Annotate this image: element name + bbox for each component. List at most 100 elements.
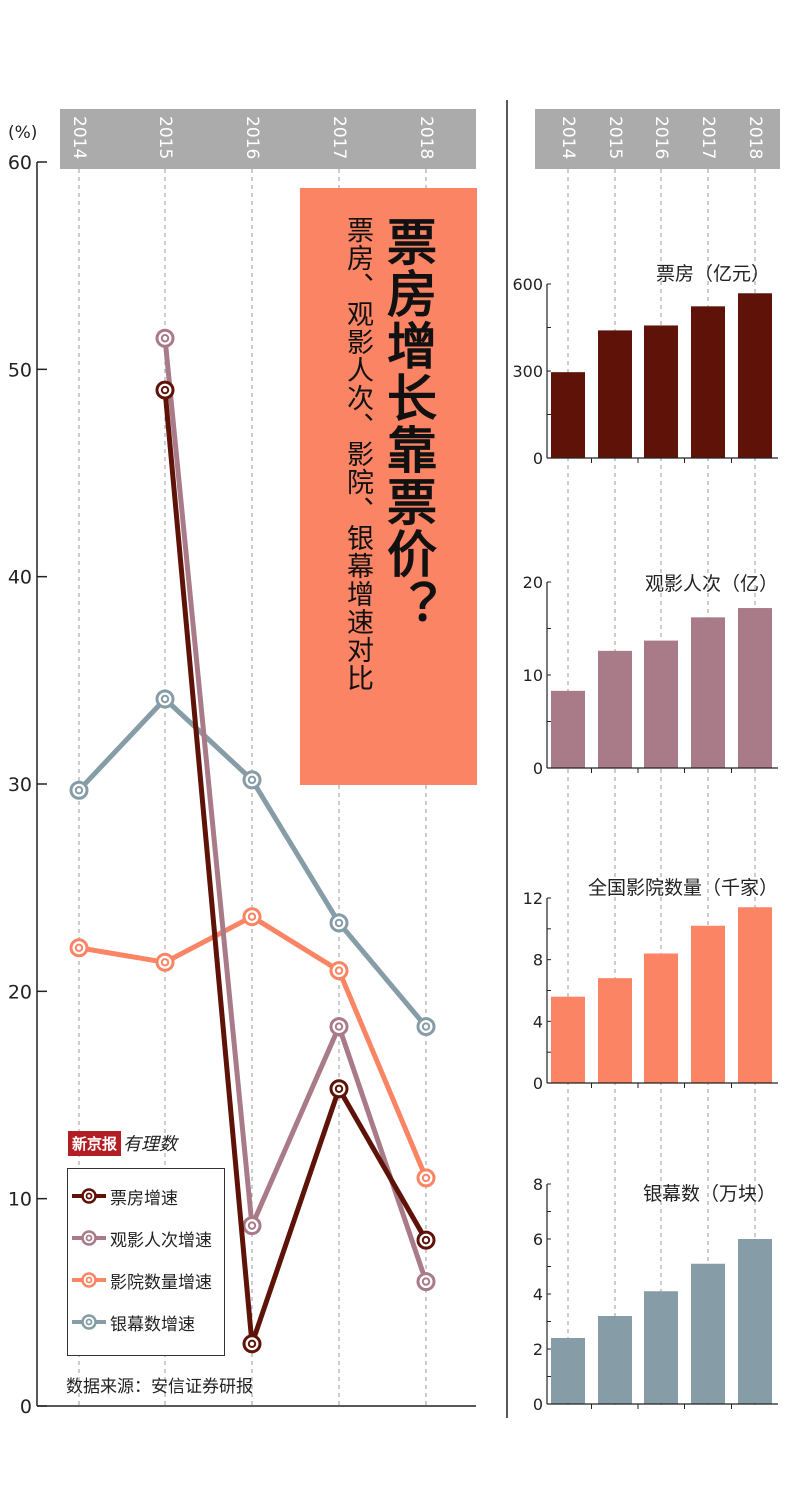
y-tick-label: 10 [523,666,543,685]
data-point-inner [74,943,84,952]
y-tick-label: 30 [8,774,32,796]
legend-item-cinemas: 影院数量增速 [72,1265,212,1295]
logo-column: 有理数 [123,1134,178,1155]
panel-title: 观影人次（亿） [645,573,778,595]
data-point [329,1017,349,1037]
x-tick-label: 2016 [651,116,671,159]
y-tick-label: 0 [533,759,543,778]
bar [644,1291,678,1404]
bar [598,650,632,768]
bar [598,1316,632,1404]
legend-swatch-box-office [72,1188,106,1204]
bar [644,640,678,768]
y-tick-label: 0 [20,1396,32,1418]
bar [598,330,632,458]
y-tick-label: 2 [533,1340,543,1359]
x-tick-label: 2017 [698,116,718,159]
y-tick-label: 12 [523,889,543,908]
y-tick-label: 40 [8,567,32,589]
growth-line-chart: 2014 2015 2016 2017 2018 (%) 0 10 20 30 40 50 60 [8,109,476,1418]
year-header-band [60,109,476,169]
bar [644,325,678,458]
bar [551,996,585,1083]
legend-swatch-screens [72,1314,106,1330]
x-tick-label: 2015 [605,116,625,159]
data-point [416,1017,436,1037]
data-point [155,689,175,709]
data-point-inner [160,385,170,395]
y-tick-label: 50 [8,359,32,381]
y-tick-label: 8 [533,951,543,970]
bar [551,372,585,458]
bar [691,1263,725,1404]
data-point [416,1272,436,1292]
bar-panel: 0 4 8 12 全国影院数量（千家） [523,877,778,1093]
data-point-inner [160,694,170,704]
y-tick-label: 20 [523,573,543,592]
legend-swatch-cinemas [72,1272,106,1288]
x-tick-label: 2015 [155,116,175,159]
data-point-inner [160,958,170,967]
y-tick-label: 10 [8,1189,32,1211]
y-tick-label: 20 [8,981,32,1003]
bar [738,1239,772,1404]
data-point-inner [247,1221,257,1230]
legend-label: 银幕数增速 [110,1314,195,1335]
logo-newspaper: 新京报 [68,1130,122,1156]
data-point [416,1230,436,1250]
bar [644,953,678,1083]
x-tick-label: 2014 [558,116,578,159]
x-tick-label: 2018 [745,116,765,159]
bar [738,907,772,1083]
data-point [416,1168,436,1188]
data-point [155,952,175,972]
data-point [329,1079,349,1099]
data-point [69,780,89,800]
subtitle: 票房、观影人次、影院、银幕增速对比 [342,216,373,692]
y-tick-label: 8 [533,1175,543,1194]
y-axis-unit: (%) [8,123,37,143]
y-tick-label: 0 [533,1395,543,1414]
series-line [162,389,429,1347]
legend-item-box-office: 票房增速 [72,1181,178,1211]
data-point [242,770,262,790]
bar-panel: 0 10 20 观影人次（亿） [523,573,778,778]
bar [738,608,772,768]
main-title: 票房增长靠票价？ [379,216,437,632]
data-point-inner [421,1277,431,1286]
data-point-inner [247,912,257,921]
y-tick-label: 600 [512,275,543,294]
legend: 票房增速 观影人次增速 影院数量增速 银幕数增速 [67,1168,225,1356]
data-point [242,1334,262,1354]
y-tick-label: 60 [8,152,32,174]
bar [598,978,632,1083]
year-header-band [535,109,780,169]
series-line [162,337,429,1283]
data-point-inner [247,1339,257,1349]
data-point [155,328,175,348]
bar [691,617,725,768]
legend-item-attendance: 观影人次增速 [72,1223,212,1253]
data-point [69,938,89,958]
y-tick-label: 0 [533,449,543,468]
x-tick-label: 2017 [329,116,349,159]
data-point [155,380,175,400]
data-point [329,913,349,933]
data-point [242,1216,262,1236]
bar-panel: 0 2 4 6 8 银幕数（万块） [533,1175,778,1414]
data-point-inner [74,786,84,795]
legend-swatch-attendance [72,1230,106,1246]
data-point-inner [334,966,344,975]
title-box: 票房增长靠票价？ 票房、观影人次、影院、银幕增速对比 [300,188,477,785]
data-point-inner [421,1173,431,1183]
legend-label: 观影人次增速 [110,1230,212,1251]
data-point-inner [421,1022,431,1031]
data-point [329,961,349,981]
data-source: 数据来源：安信证券研报 [66,1377,253,1397]
legend-label: 影院数量增速 [110,1272,212,1293]
legend-label: 票房增速 [110,1188,178,1209]
bar-panel: 0 300 600 票房（亿元） [512,263,778,468]
bar [551,1338,585,1404]
data-point-inner [334,1022,344,1031]
